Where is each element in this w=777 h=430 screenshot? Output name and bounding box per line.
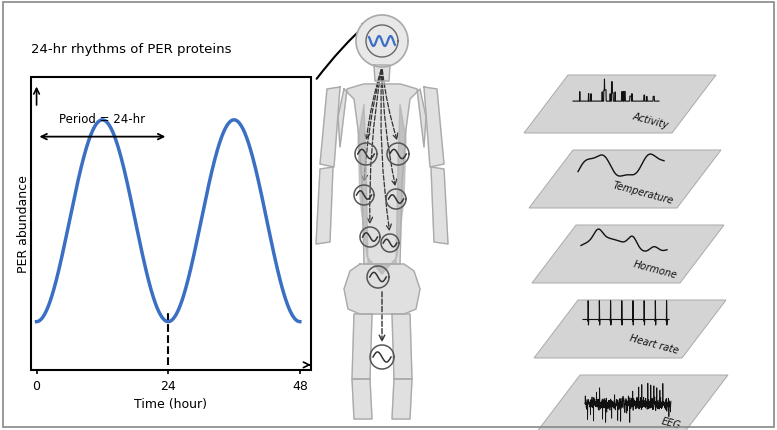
Polygon shape (352, 314, 372, 379)
Text: Hormone: Hormone (632, 259, 678, 280)
Polygon shape (344, 264, 420, 314)
Polygon shape (338, 85, 426, 264)
Text: EEG: EEG (660, 415, 682, 430)
Polygon shape (392, 379, 412, 419)
Polygon shape (358, 105, 406, 274)
Polygon shape (320, 88, 340, 168)
Polygon shape (424, 88, 444, 168)
Polygon shape (536, 375, 728, 430)
Polygon shape (374, 66, 390, 82)
Polygon shape (392, 314, 412, 379)
Polygon shape (532, 225, 724, 283)
Polygon shape (534, 300, 726, 358)
Text: Heart rate: Heart rate (629, 332, 680, 355)
Text: 24-hr rhythms of PER proteins: 24-hr rhythms of PER proteins (31, 43, 232, 56)
Text: Activity: Activity (632, 111, 670, 131)
Text: Temperature: Temperature (612, 180, 675, 206)
Polygon shape (529, 150, 721, 209)
Polygon shape (352, 379, 372, 419)
Text: Period = 24-hr: Period = 24-hr (59, 112, 145, 125)
Polygon shape (316, 168, 333, 244)
X-axis label: Time (hour): Time (hour) (134, 397, 207, 410)
Polygon shape (356, 16, 408, 68)
Polygon shape (431, 168, 448, 244)
Y-axis label: PER abundance: PER abundance (16, 175, 30, 273)
Polygon shape (524, 76, 716, 134)
